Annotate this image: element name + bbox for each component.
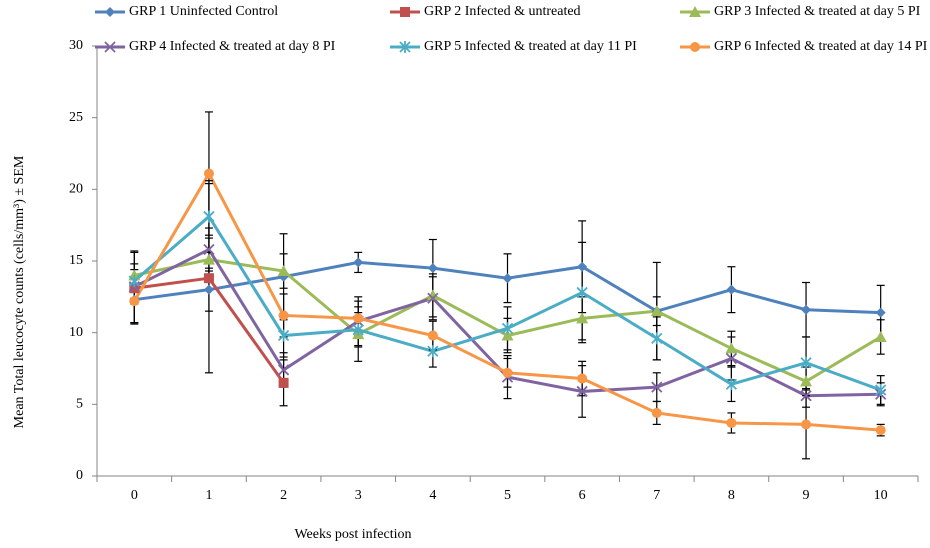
y-tick-label: 5 <box>76 397 83 412</box>
marker <box>400 7 410 17</box>
marker <box>726 417 737 428</box>
marker <box>502 273 513 284</box>
marker <box>203 273 214 284</box>
marker <box>800 356 812 369</box>
x-tick-label: 7 <box>653 488 660 503</box>
marker <box>203 168 214 179</box>
legend-label: GRP 5 Infected & treated at day 11 PI <box>424 39 637 54</box>
marker <box>353 257 364 268</box>
marker <box>278 310 289 321</box>
marker <box>278 377 289 388</box>
marker <box>427 292 439 304</box>
legend-label: GRP 4 Infected & treated at day 8 PI <box>129 39 336 54</box>
marker <box>426 289 439 301</box>
legend-label: GRP 6 Infected & treated at day 14 PI <box>714 39 928 54</box>
marker <box>104 41 116 53</box>
y-tick-label: 10 <box>69 325 83 340</box>
marker <box>689 6 701 17</box>
marker <box>399 41 411 53</box>
x-tick-label: 10 <box>874 488 888 503</box>
marker <box>576 385 588 398</box>
marker <box>353 313 364 324</box>
marker <box>203 210 215 223</box>
marker <box>725 378 738 391</box>
marker <box>427 345 439 358</box>
y-tick-label: 15 <box>69 253 83 268</box>
marker <box>129 296 140 307</box>
x-tick-label: 1 <box>205 488 212 503</box>
y-tick-label: 30 <box>69 38 83 53</box>
legend-label: GRP 3 Infected & treated at day 5 PI <box>714 4 921 19</box>
marker <box>651 332 663 345</box>
marker <box>502 367 513 378</box>
marker <box>576 286 588 299</box>
marker <box>203 243 215 256</box>
x-axis-label: Weeks post infection <box>294 527 411 542</box>
marker <box>501 329 514 341</box>
x-tick-label: 5 <box>504 488 511 503</box>
marker <box>875 425 886 436</box>
marker <box>875 384 887 396</box>
marker <box>427 330 438 341</box>
y-tick-label: 0 <box>76 468 83 483</box>
marker <box>203 284 214 295</box>
marker <box>801 304 812 315</box>
marker <box>128 275 140 288</box>
marker <box>352 323 364 336</box>
x-tick-label: 3 <box>355 488 362 503</box>
marker <box>576 312 589 324</box>
marker <box>277 329 290 342</box>
marker <box>577 261 588 272</box>
marker <box>725 352 738 365</box>
marker <box>277 265 290 277</box>
marker <box>577 373 588 384</box>
x-tick-label: 6 <box>579 488 586 503</box>
marker <box>690 42 700 52</box>
marker <box>105 7 115 17</box>
marker <box>501 322 514 335</box>
x-tick-label: 9 <box>803 488 810 503</box>
marker <box>874 330 887 342</box>
x-tick-label: 8 <box>728 488 735 503</box>
marker <box>726 284 737 295</box>
marker <box>651 407 662 418</box>
marker <box>650 305 663 317</box>
marker <box>427 263 438 274</box>
marker <box>800 375 813 387</box>
legend-label: GRP 1 Uninfected Control <box>129 4 278 19</box>
y-tick-label: 20 <box>69 182 83 197</box>
y-axis-label: Mean Total leucocyte counts (cells/mm³) … <box>12 155 27 428</box>
x-tick-label: 2 <box>280 488 287 503</box>
marker <box>202 253 215 265</box>
marker <box>277 364 290 376</box>
marker <box>800 390 812 402</box>
marker <box>875 307 886 318</box>
marker <box>129 283 140 294</box>
marker <box>801 419 812 430</box>
marker <box>725 342 738 354</box>
marker <box>651 381 663 393</box>
y-tick-label: 25 <box>69 110 83 125</box>
legend-label: GRP 2 Infected & untreated <box>424 4 581 19</box>
x-tick-label: 4 <box>429 488 436 503</box>
x-tick-label: 0 <box>131 488 138 503</box>
